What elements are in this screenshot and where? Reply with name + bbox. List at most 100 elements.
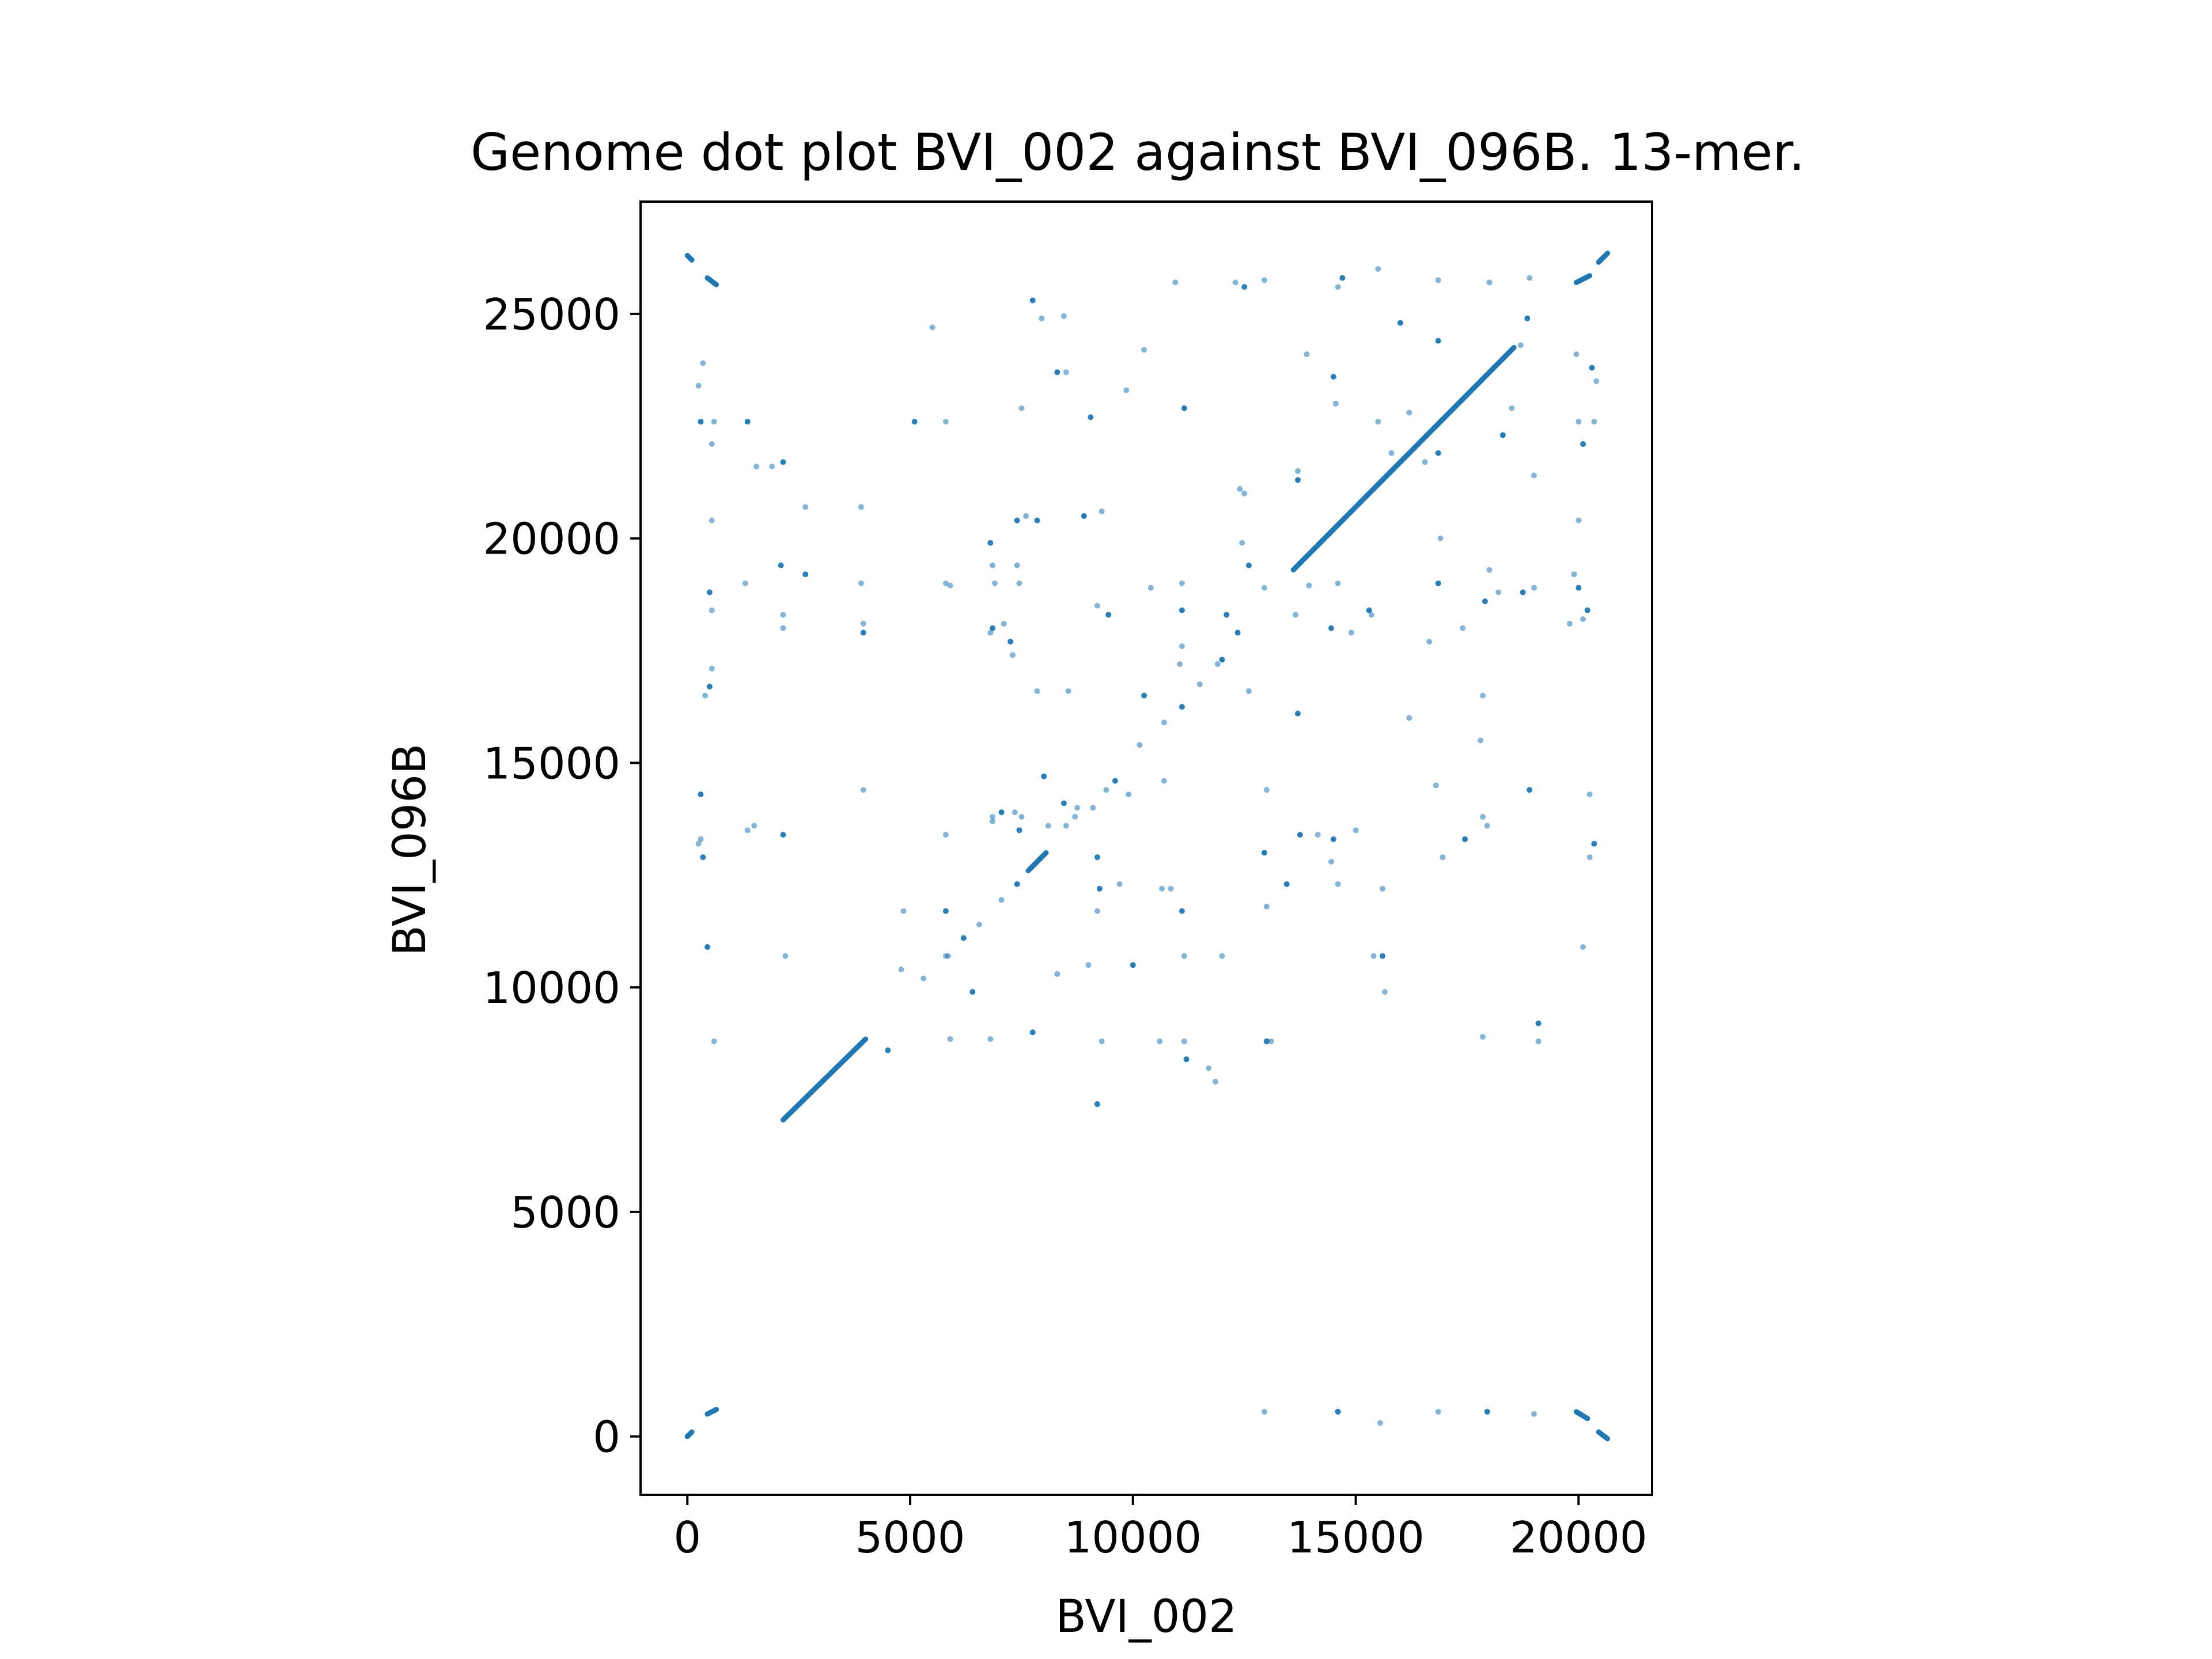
y-axis-label: BVI_096B	[384, 744, 436, 956]
match-point	[1147, 585, 1154, 591]
match-point	[921, 975, 927, 982]
match-point	[1520, 589, 1526, 596]
match-point	[990, 562, 996, 569]
match-point	[1034, 517, 1040, 524]
match-point	[778, 562, 784, 569]
match-point	[1157, 1038, 1163, 1044]
match-point	[1406, 410, 1412, 416]
match-point	[898, 967, 904, 972]
match-point	[1480, 1033, 1486, 1040]
match-point	[1263, 787, 1270, 793]
match-point	[744, 419, 751, 425]
match-point	[1224, 612, 1230, 618]
match-point	[1123, 387, 1130, 393]
match-point	[1332, 400, 1339, 407]
match-point	[1283, 881, 1290, 887]
match-point	[709, 607, 715, 613]
y-tick-label: 15000	[483, 738, 620, 789]
match-point	[1014, 881, 1020, 887]
match-point	[802, 571, 809, 577]
match-point	[911, 419, 918, 425]
match-point	[1041, 773, 1047, 779]
match-point	[698, 836, 704, 842]
match-point	[992, 580, 998, 586]
match-point	[1219, 657, 1225, 663]
match-point	[1212, 1078, 1218, 1085]
match-point	[1531, 1411, 1537, 1417]
match-point	[1295, 468, 1301, 474]
match-point	[1063, 823, 1069, 829]
y-axis: 0 5000 10000 15000 20000 25000	[483, 289, 641, 1463]
match-point	[990, 818, 996, 824]
match-point	[1096, 885, 1103, 892]
match-point	[976, 922, 982, 927]
match-point	[1295, 710, 1301, 717]
y-tick-label: 0	[593, 1412, 620, 1463]
match-point	[1241, 284, 1248, 290]
match-point	[1065, 688, 1071, 694]
match-point	[1016, 580, 1022, 586]
match-point	[1183, 1056, 1190, 1062]
match-point	[1580, 944, 1586, 950]
match-point	[1293, 612, 1299, 618]
plot-area	[639, 200, 1653, 1496]
y-tick-label: 10000	[483, 963, 620, 1013]
match-point	[1237, 486, 1243, 492]
match-point	[1478, 737, 1484, 744]
data-marks	[684, 251, 1611, 1442]
match-point	[1179, 607, 1185, 613]
match-point	[702, 692, 709, 699]
match-point	[1406, 715, 1412, 721]
match-point	[942, 953, 949, 959]
match-segment	[1596, 1429, 1611, 1442]
match-point	[858, 504, 864, 510]
match-point	[1315, 832, 1321, 838]
match-point	[1328, 858, 1334, 865]
match-point	[1575, 419, 1582, 425]
match-point	[1330, 374, 1336, 380]
match-point	[1524, 315, 1531, 321]
match-point	[987, 630, 994, 636]
match-point	[709, 517, 715, 524]
match-point	[1039, 315, 1045, 321]
match-point	[700, 360, 706, 366]
match-point	[1306, 582, 1312, 589]
match-point	[1001, 620, 1007, 627]
x-tick-label: 20000	[1510, 1512, 1647, 1563]
match-point	[1054, 971, 1060, 977]
match-point	[1014, 562, 1020, 569]
match-point	[1018, 813, 1025, 820]
x-tick-label: 10000	[1064, 1512, 1202, 1563]
match-point	[1531, 585, 1537, 591]
match-point	[1426, 638, 1433, 645]
match-point	[1370, 953, 1377, 959]
match-point	[1566, 620, 1573, 627]
match-point	[769, 463, 775, 469]
match-point	[709, 441, 715, 447]
match-point	[1262, 585, 1267, 591]
match-point	[929, 324, 935, 331]
match-point	[1130, 962, 1136, 968]
match-point	[1060, 313, 1067, 319]
match-point	[1168, 885, 1174, 892]
match-point	[1141, 347, 1147, 353]
match-point	[1161, 778, 1167, 784]
match-segment	[684, 253, 695, 263]
match-point	[1531, 472, 1537, 479]
match-point	[1196, 681, 1203, 687]
match-point	[1016, 827, 1022, 834]
match-point	[780, 459, 786, 465]
match-point	[1348, 630, 1354, 636]
match-segment	[704, 275, 719, 287]
match-point	[1381, 988, 1388, 995]
match-point	[1023, 513, 1029, 519]
match-point	[1330, 836, 1336, 842]
match-point	[1484, 1408, 1490, 1415]
match-point	[1094, 908, 1100, 914]
match-segment	[1574, 273, 1593, 285]
match-point	[1126, 791, 1132, 797]
match-point	[1535, 1020, 1541, 1027]
match-point	[1422, 459, 1428, 465]
match-point	[1380, 953, 1385, 959]
match-point	[700, 854, 706, 861]
